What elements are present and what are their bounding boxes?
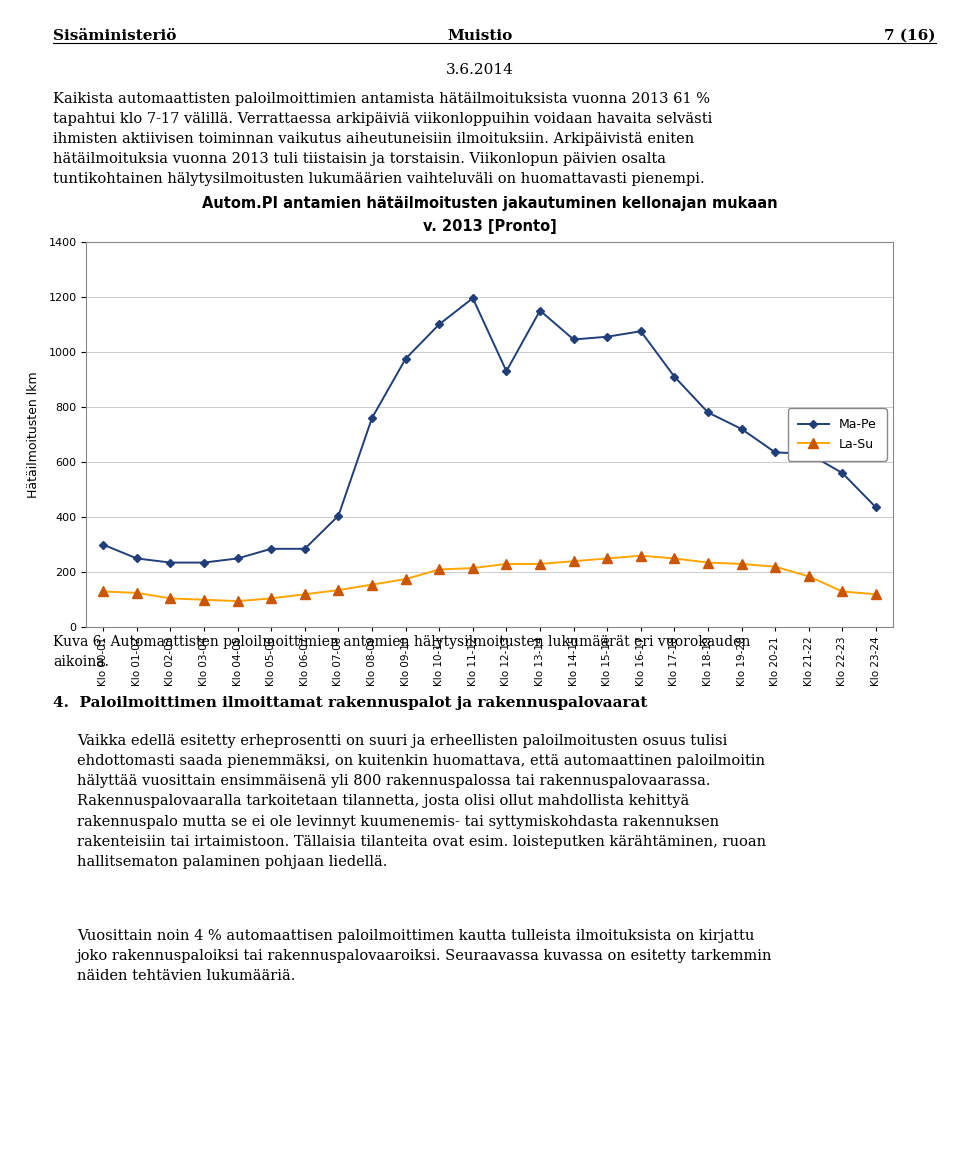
La-Su: [567, 555, 579, 569]
Ma-Pe: [265, 542, 276, 556]
Ma-Pe: [433, 318, 444, 331]
Ma-Pe: [231, 551, 243, 565]
La-Su: [870, 587, 881, 601]
Ma-Pe: [500, 364, 512, 378]
La-Su: [231, 594, 243, 608]
Text: 7 (16): 7 (16): [884, 29, 936, 43]
La-Su: [836, 585, 848, 599]
La-Su: [601, 551, 612, 565]
Legend: Ma-Pe, La-Su: Ma-Pe, La-Su: [787, 409, 886, 460]
Text: Kuva 6: Automaattisten paloilmoittimien antamien hälytysilmoitusten lukumäärät e: Kuva 6: Automaattisten paloilmoittimien …: [53, 635, 750, 669]
Ma-Pe: [332, 509, 344, 523]
Text: Muistio: Muistio: [447, 29, 513, 43]
Ma-Pe: [567, 333, 579, 346]
Ma-Pe: [467, 291, 478, 305]
Text: Sisäministeriö: Sisäministeriö: [53, 29, 177, 43]
La-Su: [164, 592, 176, 605]
Text: Kaikista automaattisten paloilmoittimien antamista hätäilmoituksista vuonna 2013: Kaikista automaattisten paloilmoittimien…: [53, 92, 712, 186]
Text: Vuosittain noin 4 % automaattisen paloilmoittimen kautta tulleista ilmoituksista: Vuosittain noin 4 % automaattisen paloil…: [77, 929, 772, 983]
Ma-Pe: [131, 551, 142, 565]
La-Su: [433, 563, 444, 577]
Title: Autom.PI antamien hätäilmoitusten jakautuminen kellonajan mukaan
v. 2013 [Pronto: Autom.PI antamien hätäilmoitusten jakaut…: [202, 197, 778, 234]
La-Su: [803, 570, 814, 584]
Line: Ma-Pe: Ma-Pe: [100, 295, 879, 565]
Ma-Pe: [735, 422, 747, 436]
Y-axis label: Hätäilmoitusten lkm: Hätäilmoitusten lkm: [27, 371, 40, 498]
La-Su: [97, 585, 108, 599]
La-Su: [265, 592, 276, 605]
La-Su: [366, 578, 377, 592]
Ma-Pe: [366, 411, 377, 425]
Ma-Pe: [803, 447, 814, 460]
La-Su: [467, 562, 478, 576]
La-Su: [131, 586, 142, 600]
La-Su: [332, 584, 344, 597]
Ma-Pe: [769, 445, 780, 459]
La-Su: [198, 593, 209, 607]
La-Su: [668, 551, 680, 565]
La-Su: [769, 559, 780, 573]
Ma-Pe: [870, 501, 881, 514]
La-Su: [636, 549, 647, 563]
La-Su: [299, 587, 310, 601]
Ma-Pe: [97, 538, 108, 551]
La-Su: [735, 557, 747, 571]
Ma-Pe: [636, 325, 647, 338]
Ma-Pe: [198, 556, 209, 570]
Ma-Pe: [164, 556, 176, 570]
Ma-Pe: [668, 369, 680, 383]
Ma-Pe: [703, 405, 714, 419]
Ma-Pe: [399, 352, 411, 366]
Ma-Pe: [299, 542, 310, 556]
La-Su: [703, 556, 714, 570]
Ma-Pe: [601, 330, 612, 344]
La-Su: [500, 557, 512, 571]
La-Su: [399, 572, 411, 586]
Ma-Pe: [836, 466, 848, 480]
La-Su: [534, 557, 545, 571]
Text: 4.  Paloilmoittimen ilmoittamat rakennuspalot ja rakennuspalovaarat: 4. Paloilmoittimen ilmoittamat rakennusp…: [53, 696, 647, 710]
Line: La-Su: La-Su: [98, 551, 881, 605]
Ma-Pe: [534, 304, 545, 318]
Text: 3.6.2014: 3.6.2014: [446, 63, 514, 77]
Text: Vaikka edellä esitetty erheprosentti on suuri ja erheellisten paloilmoitusten os: Vaikka edellä esitetty erheprosentti on …: [77, 734, 766, 869]
